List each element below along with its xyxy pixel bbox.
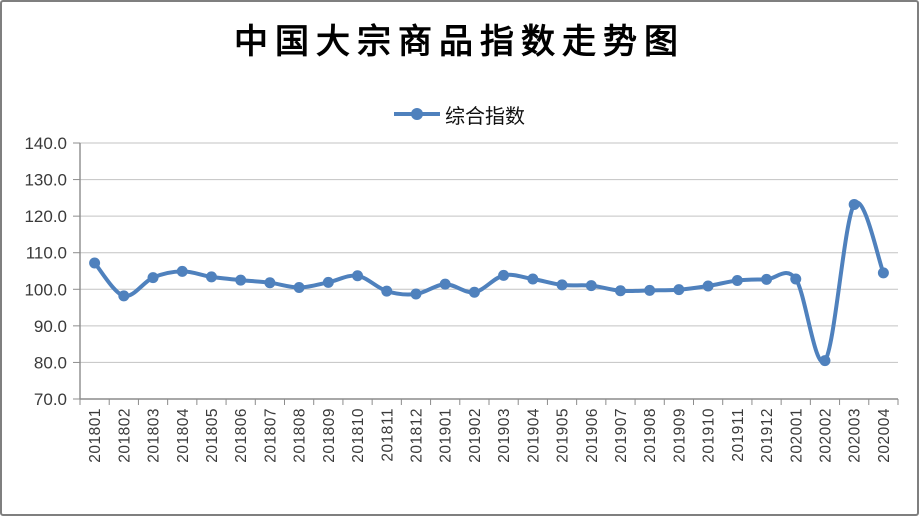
legend-series-label: 综合指数 bbox=[445, 105, 525, 128]
svg-text:201808: 201808 bbox=[292, 408, 309, 463]
svg-text:202003: 202003 bbox=[847, 408, 864, 463]
svg-text:201912: 201912 bbox=[759, 408, 776, 463]
svg-text:140.0: 140.0 bbox=[24, 134, 67, 153]
series-markers bbox=[89, 198, 889, 367]
svg-text:201908: 201908 bbox=[642, 408, 659, 463]
svg-text:201809: 201809 bbox=[321, 408, 338, 463]
svg-text:201805: 201805 bbox=[204, 408, 221, 463]
svg-text:201801: 201801 bbox=[87, 408, 104, 463]
y-axis-ticks bbox=[73, 142, 80, 400]
svg-text:201909: 201909 bbox=[671, 408, 688, 463]
svg-text:201907: 201907 bbox=[613, 408, 630, 463]
chart-title: 中国大宗商品指数走势图 bbox=[234, 22, 685, 62]
svg-text:202002: 202002 bbox=[817, 408, 834, 463]
svg-text:201812: 201812 bbox=[408, 408, 425, 463]
legend: 综合指数 bbox=[2, 101, 917, 128]
x-axis-ticks bbox=[79, 399, 899, 405]
svg-text:201811: 201811 bbox=[379, 408, 396, 462]
svg-text:201802: 201802 bbox=[116, 408, 133, 463]
legend-series-marker-icon bbox=[411, 108, 423, 120]
svg-text:201910: 201910 bbox=[701, 408, 718, 463]
svg-text:201903: 201903 bbox=[496, 408, 513, 463]
gridlines bbox=[80, 142, 898, 363]
svg-text:201905: 201905 bbox=[555, 408, 572, 463]
svg-text:201806: 201806 bbox=[233, 408, 250, 463]
svg-text:201911: 201911 bbox=[730, 408, 747, 462]
svg-text:201904: 201904 bbox=[525, 408, 542, 463]
axes bbox=[79, 143, 898, 400]
svg-text:201901: 201901 bbox=[438, 408, 455, 463]
svg-text:80.0: 80.0 bbox=[34, 353, 67, 372]
svg-text:201906: 201906 bbox=[584, 408, 601, 463]
svg-text:201902: 201902 bbox=[467, 408, 484, 463]
svg-text:201810: 201810 bbox=[350, 408, 367, 463]
x-axis-labels: 201801 201802 201803 201804 201805 201806 2018… bbox=[87, 408, 893, 463]
svg-text:110.0: 110.0 bbox=[26, 244, 67, 263]
svg-text:90.0: 90.0 bbox=[34, 317, 67, 336]
svg-text:70.0: 70.0 bbox=[34, 390, 67, 409]
svg-text:201803: 201803 bbox=[146, 408, 163, 463]
svg-text:202004: 202004 bbox=[876, 408, 893, 463]
svg-text:201807: 201807 bbox=[262, 408, 279, 463]
svg-text:120.0: 120.0 bbox=[24, 207, 67, 226]
svg-text:201804: 201804 bbox=[175, 408, 192, 463]
svg-text:130.0: 130.0 bbox=[24, 171, 67, 190]
y-axis-labels: 140.0 130.0 120.0 110.0 100.0 90.0 80.0 70.0 bbox=[24, 134, 67, 409]
svg-text:202001: 202001 bbox=[788, 408, 805, 463]
legend-series-line-icon bbox=[394, 108, 440, 120]
svg-text:100.0: 100.0 bbox=[24, 280, 67, 299]
